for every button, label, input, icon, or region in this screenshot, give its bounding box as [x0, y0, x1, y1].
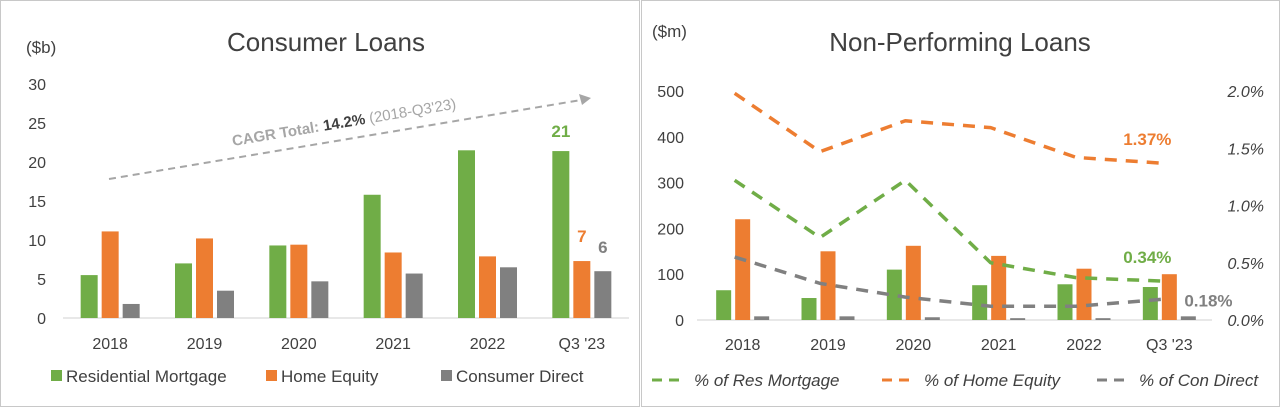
y-tick-label: 20	[28, 155, 46, 172]
legend-swatch	[266, 370, 277, 381]
y-tick-label: 0	[37, 311, 46, 328]
npl-bar	[716, 290, 732, 320]
y-tick-label: 100	[657, 267, 684, 284]
npl-bar	[972, 285, 988, 320]
legend-label: % of Con Direct	[1139, 371, 1259, 390]
bar-residential-mortgage	[552, 151, 570, 318]
x-tick-label: 2020	[896, 337, 932, 354]
npl-bar	[1142, 287, 1158, 320]
npl-bar	[1057, 284, 1073, 320]
bar-consumer-direct	[122, 303, 140, 318]
npl-bar	[924, 317, 940, 320]
npl-bar	[1095, 318, 1111, 320]
npl-panel: Non-Performing Loans ($m) 0 100 200 300 400 500…	[641, 0, 1280, 407]
data-label-residential: 21	[551, 122, 570, 141]
x-tick-label: 2021	[375, 336, 411, 353]
bar-consumer-direct	[500, 267, 517, 318]
legend-label: Residential Mortgage	[66, 367, 227, 386]
npl-bar	[839, 316, 855, 320]
bar-residential-mortgage	[458, 150, 475, 318]
line--of-res-mortgage	[733, 178, 1162, 283]
bar-home-equity	[196, 238, 213, 318]
x-tick-label: 2018	[92, 336, 128, 353]
bar-home-equity	[101, 231, 119, 318]
y-tick-label: 400	[657, 130, 684, 147]
x-tick-label: Q3 '23	[559, 336, 606, 353]
arrow-head-icon	[579, 94, 591, 105]
x-tick-label: 2019	[810, 337, 846, 354]
bar-home-equity	[573, 261, 591, 318]
npl-bar	[735, 219, 751, 320]
npl-bar	[1076, 268, 1092, 320]
line--of-home-equity	[733, 91, 1162, 165]
legend-label: Consumer Direct	[456, 367, 584, 386]
x-tick-label: 2020	[281, 336, 317, 353]
end-label: 1.37%	[1123, 130, 1171, 149]
bar-consumer-direct	[217, 290, 234, 318]
legend-label: % of Home Equity	[924, 371, 1062, 390]
y-tick-label: 10	[28, 233, 46, 250]
bar-residential-mortgage	[269, 245, 287, 318]
y-tick-label: 25	[28, 116, 46, 133]
x-tick-label: Q3 '23	[1146, 337, 1193, 354]
legend-label: % of Res Mortgage	[694, 371, 840, 390]
bar-consumer-direct	[594, 271, 612, 318]
npl-bar	[801, 298, 817, 320]
y-tick-label: 300	[657, 176, 684, 193]
npl-bar	[905, 245, 921, 320]
bar-home-equity	[290, 244, 308, 318]
cagr-trend-arrow	[108, 99, 582, 180]
end-label: 0.18%	[1184, 291, 1232, 310]
bar-residential-mortgage	[363, 194, 381, 318]
x-tick-label: 2022	[1066, 337, 1102, 354]
npl-bar	[1161, 274, 1177, 320]
bar-residential-mortgage	[80, 275, 98, 318]
bar-home-equity	[384, 252, 402, 318]
y-tick-label: 5	[37, 272, 46, 289]
data-label-consumer-direct: 6	[598, 238, 607, 257]
npl-chart: Non-Performing Loans ($m) 0 100 200 300 400 500…	[652, 22, 1264, 390]
npl-bar	[754, 316, 770, 320]
npl-bar	[886, 269, 902, 320]
y-tick-label: 15	[28, 194, 46, 211]
y-axis-unit: ($m)	[652, 22, 687, 41]
y2-tick-label: 1.5%	[1228, 141, 1264, 158]
y-tick-label: 0	[675, 313, 684, 330]
npl-bar	[820, 251, 836, 320]
x-tick-label: 2021	[981, 337, 1017, 354]
npl-bar	[1010, 318, 1026, 320]
legend-label: Home Equity	[281, 367, 379, 386]
cagr-value: 14.2%	[322, 111, 367, 135]
x-tick-label: 2018	[725, 337, 761, 354]
bar-home-equity	[479, 256, 496, 318]
y-tick-label: 200	[657, 221, 684, 238]
x-tick-label: 2019	[187, 336, 223, 353]
y2-tick-label: 0.5%	[1228, 256, 1264, 273]
line--of-con-direct	[734, 255, 1162, 309]
end-label: 0.34%	[1123, 248, 1171, 267]
bar-consumer-direct	[311, 281, 329, 318]
y-axis-unit: ($b)	[26, 38, 56, 57]
bar-consumer-direct	[405, 273, 423, 318]
y2-tick-label: 1.0%	[1228, 199, 1264, 216]
y2-tick-label: 0.0%	[1228, 313, 1264, 330]
consumer-loans-chart: Consumer Loans ($b) 0 5 10 15 20 25 30 2018 2019 20…	[26, 27, 629, 386]
npl-bar	[1180, 316, 1196, 320]
data-label-home-equity: 7	[577, 227, 586, 246]
legend-swatch	[441, 370, 452, 381]
legend-swatch	[51, 370, 62, 381]
x-tick-label: 2022	[470, 336, 506, 353]
y-tick-label: 30	[28, 77, 46, 94]
chart-title: Consumer Loans	[227, 27, 425, 57]
chart-title: Non-Performing Loans	[829, 27, 1091, 57]
bar-residential-mortgage	[175, 263, 192, 318]
y-tick-label: 500	[657, 84, 684, 101]
cagr-annotation: CAGR Total: 14.2% (2018-Q3'23)	[231, 96, 458, 150]
npl-bar	[991, 255, 1007, 320]
consumer-loans-panel: Consumer Loans ($b) 0 5 10 15 20 25 30 2018 2019 20…	[0, 0, 640, 407]
y2-tick-label: 2.0%	[1227, 84, 1264, 101]
